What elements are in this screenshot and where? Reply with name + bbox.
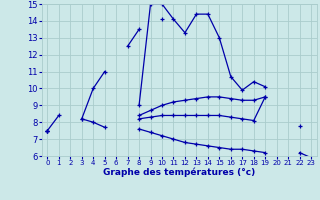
X-axis label: Graphe des températures (°c): Graphe des températures (°c)	[103, 168, 255, 177]
